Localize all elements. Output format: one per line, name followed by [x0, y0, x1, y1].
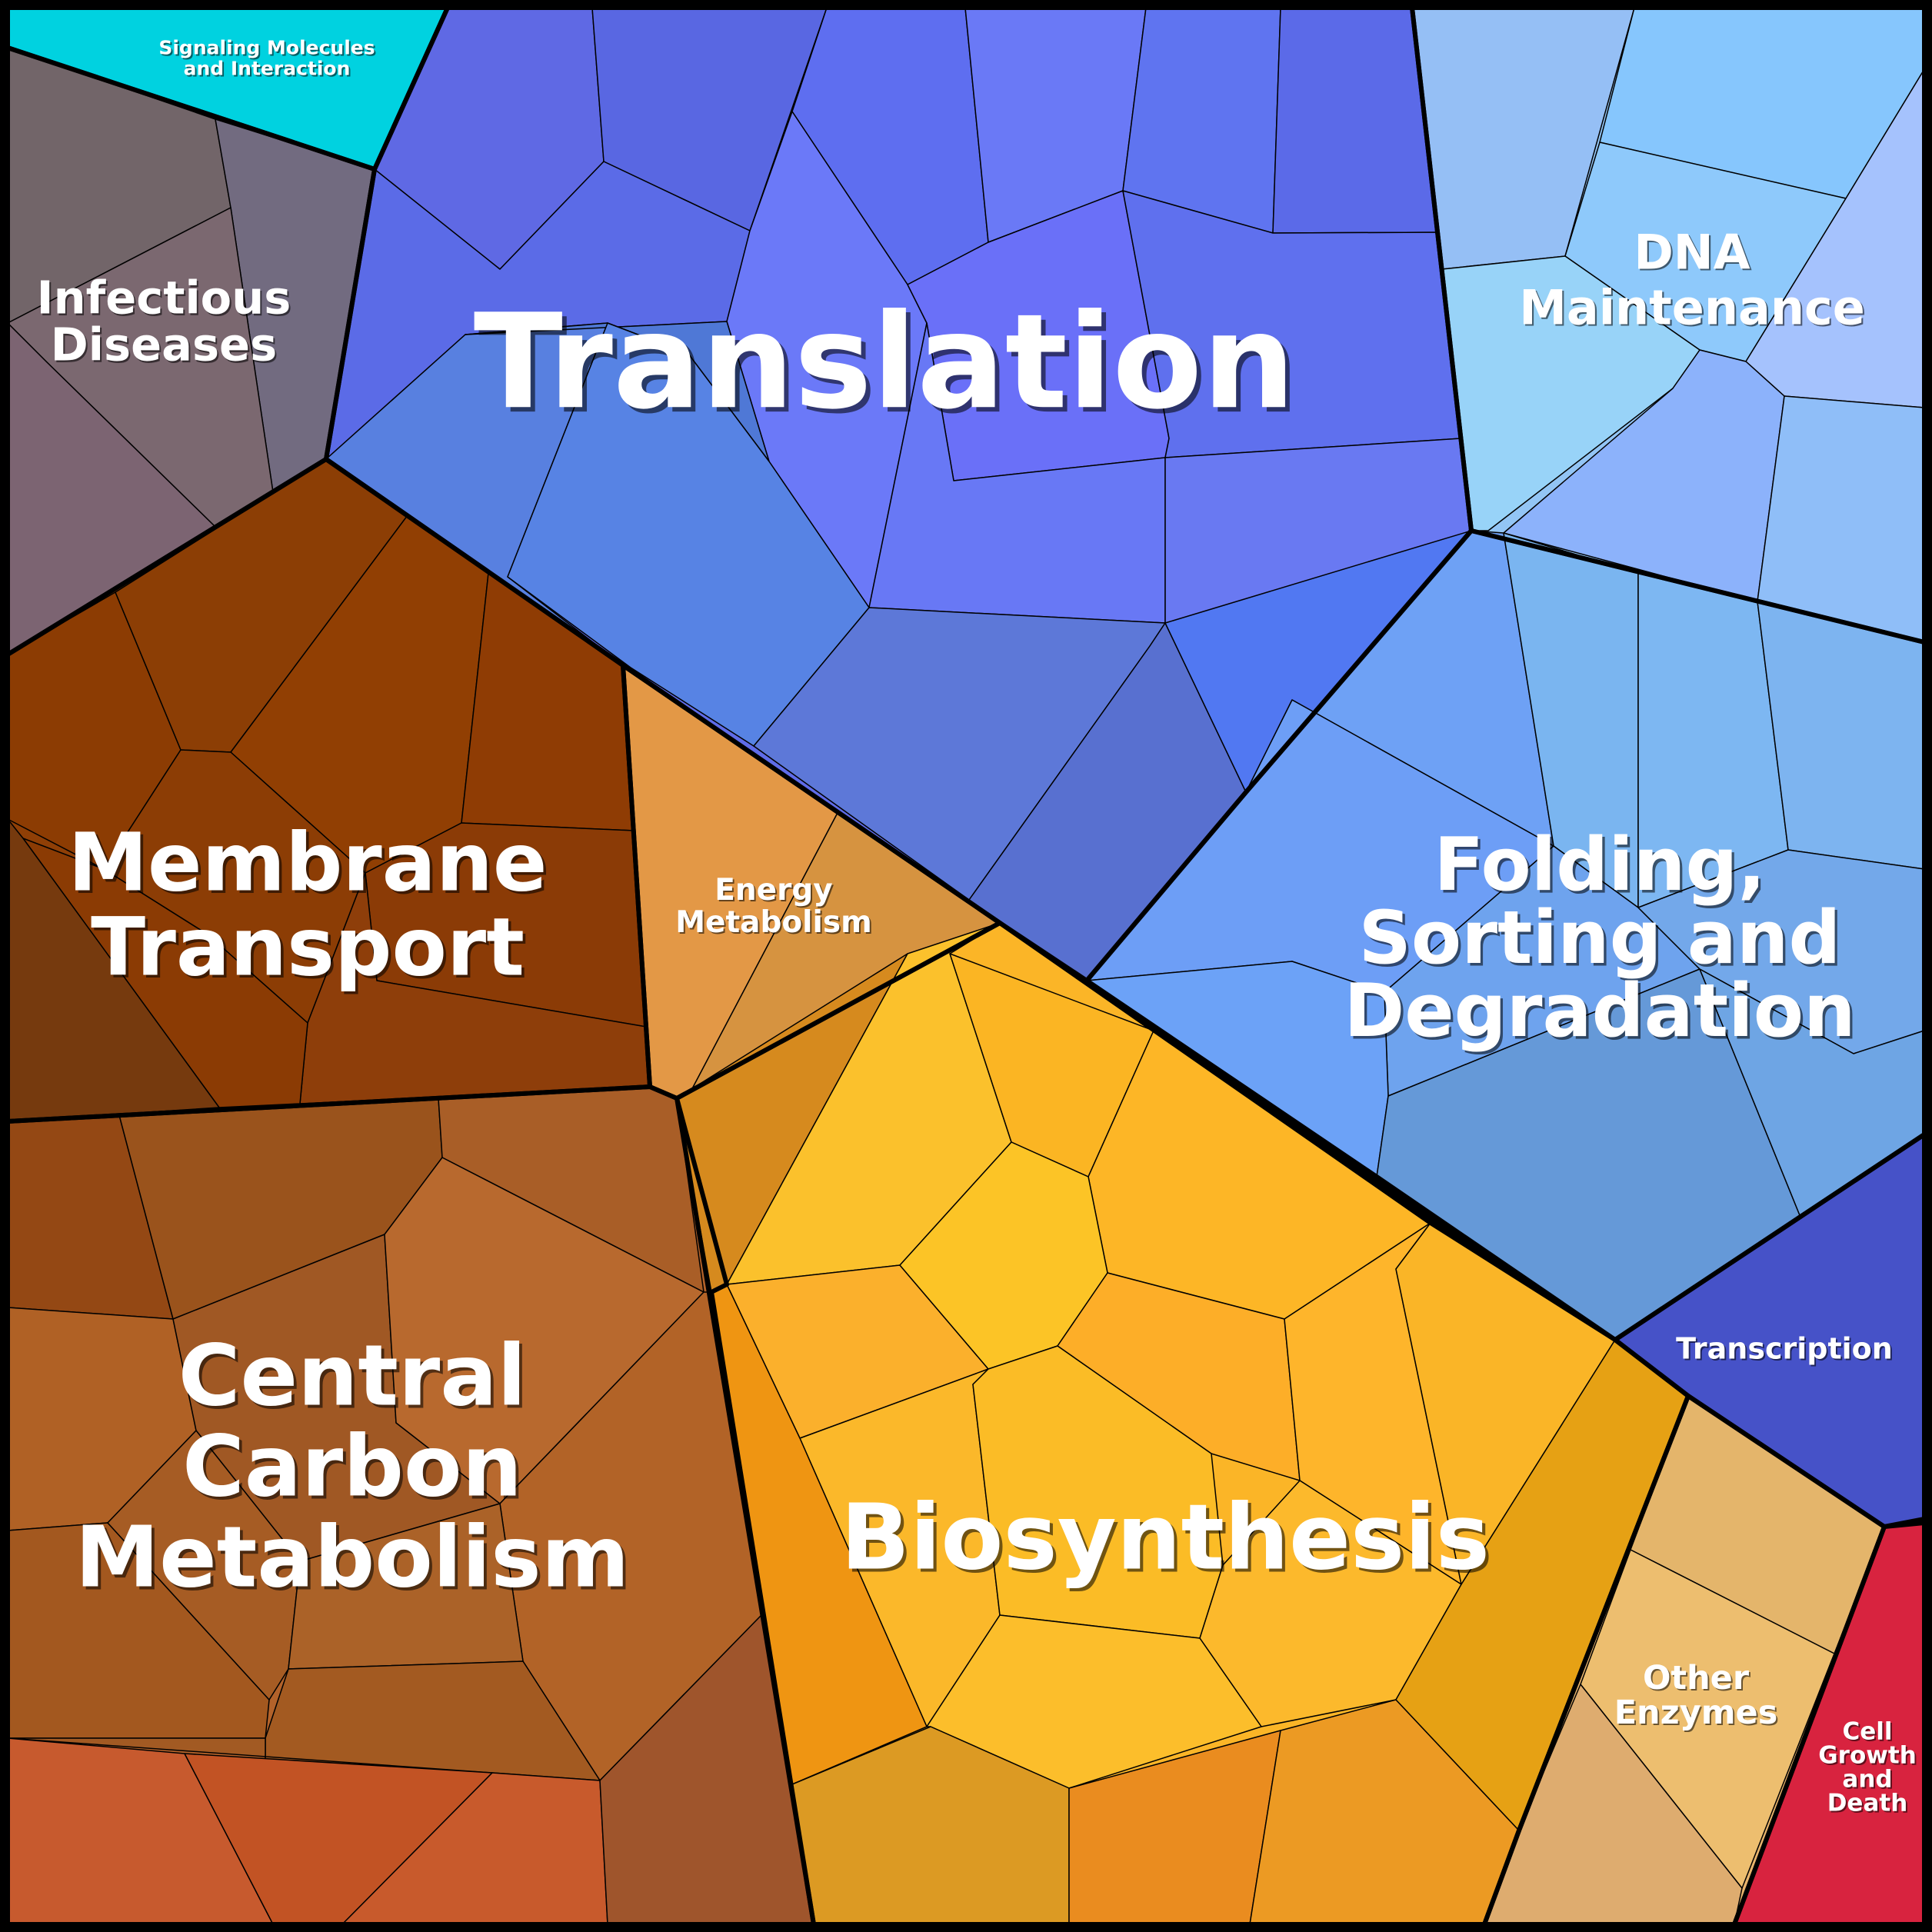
signaling-label: Signaling Molecules [158, 37, 375, 59]
infectious-label-shadow: Infectious [38, 273, 293, 326]
central-label-shadow: Metabolism [78, 1511, 632, 1609]
signaling-label-shadow: Signaling Molecules [160, 38, 376, 61]
membrane-label-shadow: Transport [94, 903, 528, 997]
central-label: Central [178, 1327, 526, 1425]
translation-label: Translation [474, 286, 1295, 438]
other-label-shadow: Other [1644, 1661, 1751, 1699]
transcription-label: Transcription [1676, 1332, 1893, 1366]
central-label-shadow: Carbon [185, 1420, 525, 1518]
dna-label: Maintenance [1519, 279, 1865, 335]
membrane-label: Membrane [68, 815, 548, 909]
signaling-label-shadow: and Interaction [185, 59, 352, 82]
transcription-label-shadow: Transcription [1677, 1334, 1894, 1367]
cellgrowth-label: Death [1827, 1790, 1908, 1817]
folding-label-shadow: Sorting and [1361, 899, 1844, 984]
energy-label-shadow: Energy [716, 874, 834, 909]
infectious-label: Infectious [37, 271, 291, 325]
infectious-label-shadow: Diseases [52, 320, 278, 373]
folding-label-shadow: Degradation [1347, 972, 1858, 1057]
translation-label-shadow: Translation [478, 291, 1300, 443]
central-label: Carbon [182, 1417, 522, 1516]
cellgrowth-label-shadow: Growth [1820, 1744, 1918, 1771]
cellgrowth-label-shadow: Cell [1844, 1720, 1894, 1747]
signaling-label: and Interaction [184, 58, 351, 80]
folding-label: Folding, [1434, 823, 1765, 908]
biosynthesis-label: Biosynthesis [841, 1484, 1490, 1590]
other-label: Other [1643, 1659, 1750, 1697]
central-label: Metabolism [75, 1508, 630, 1607]
folding-label: Degradation [1344, 969, 1855, 1054]
folding-label: Sorting and [1359, 896, 1841, 981]
membrane-label: Transport [91, 900, 525, 994]
central-label-shadow: Central [182, 1329, 529, 1427]
dna-label: DNA [1634, 224, 1750, 280]
cellgrowth-label-shadow: and [1844, 1767, 1894, 1795]
folding-label-shadow: Folding, [1437, 826, 1768, 911]
other-label: Enzymes [1614, 1694, 1778, 1732]
cellgrowth-label: Growth [1818, 1742, 1917, 1770]
other-label-shadow: Enzymes [1616, 1695, 1780, 1734]
cells-layer [7, 7, 1925, 1925]
cellgrowth-label-shadow: Death [1829, 1791, 1910, 1819]
infectious-label: Diseases [51, 318, 277, 371]
cellgrowth-label: and [1842, 1766, 1892, 1794]
energy-label-shadow: Metabolism [677, 907, 874, 941]
energy-label: Metabolism [675, 905, 872, 940]
energy-label: Energy [715, 873, 832, 908]
cellgrowth-label: Cell [1842, 1718, 1892, 1746]
dna-label-shadow: Maintenance [1521, 281, 1867, 337]
membrane-label-shadow: Membrane [71, 818, 550, 912]
biosynthesis-label-shadow: Biosynthesis [844, 1487, 1493, 1594]
dna-label-shadow: DNA [1635, 225, 1751, 281]
